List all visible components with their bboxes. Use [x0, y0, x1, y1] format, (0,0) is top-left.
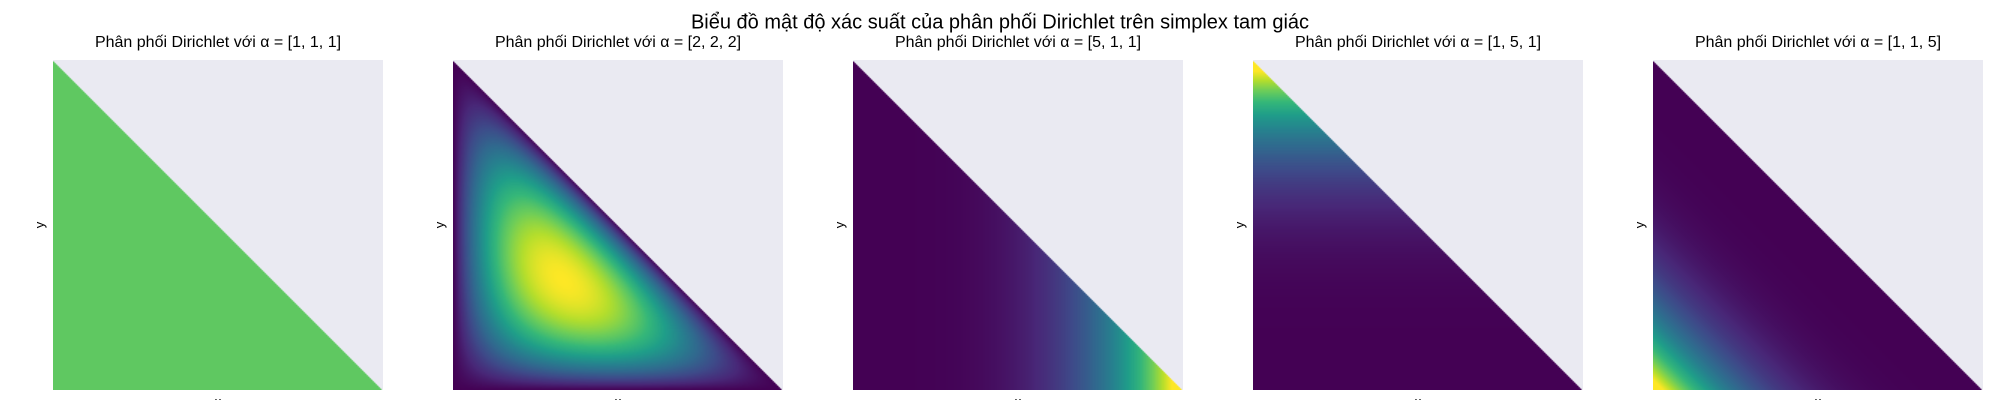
subplot-5: Phân phối Dirichlet với α = [1, 1, 5] x y — [1632, 34, 1983, 400]
x-axis-label: x — [1415, 394, 1422, 400]
x-axis-label: x — [615, 394, 622, 400]
y-axis-label: y — [1632, 221, 1647, 228]
subplot-1: Phân phối Dirichlet với α = [1, 1, 1] x y — [32, 34, 383, 400]
x-axis-label: x — [1815, 394, 1822, 400]
y-axis-label: y — [432, 221, 447, 228]
subplot-4: Phân phối Dirichlet với α = [1, 5, 1] x y — [1232, 34, 1583, 400]
figure-suptitle: Biểu đồ mật độ xác suất của phân phối Di… — [691, 11, 1309, 33]
y-axis-label: y — [1232, 221, 1247, 228]
subplot-title: Phân phối Dirichlet với α = [5, 1, 1] — [895, 34, 1141, 51]
subplot-title: Phân phối Dirichlet với α = [1, 1, 5] — [1695, 34, 1941, 51]
y-axis-label: y — [32, 221, 47, 228]
subplot-title: Phân phối Dirichlet với α = [1, 5, 1] — [1295, 34, 1541, 51]
subplot-3: Phân phối Dirichlet với α = [5, 1, 1] x y — [832, 34, 1183, 400]
subplot-2: Phân phối Dirichlet với α = [2, 2, 2] x y — [432, 34, 783, 400]
subplot-grid: Phân phối Dirichlet với α = [1, 1, 1]xyP… — [32, 34, 1983, 400]
subplot-title: Phân phối Dirichlet với α = [2, 2, 2] — [495, 34, 741, 51]
x-axis-label: x — [215, 394, 222, 400]
x-axis-label: x — [1015, 394, 1022, 400]
y-axis-label: y — [832, 221, 847, 228]
subplot-title: Phân phối Dirichlet với α = [1, 1, 1] — [95, 34, 341, 51]
